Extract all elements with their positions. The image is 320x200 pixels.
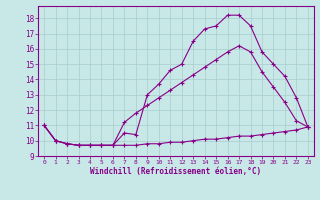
X-axis label: Windchill (Refroidissement éolien,°C): Windchill (Refroidissement éolien,°C) <box>91 167 261 176</box>
